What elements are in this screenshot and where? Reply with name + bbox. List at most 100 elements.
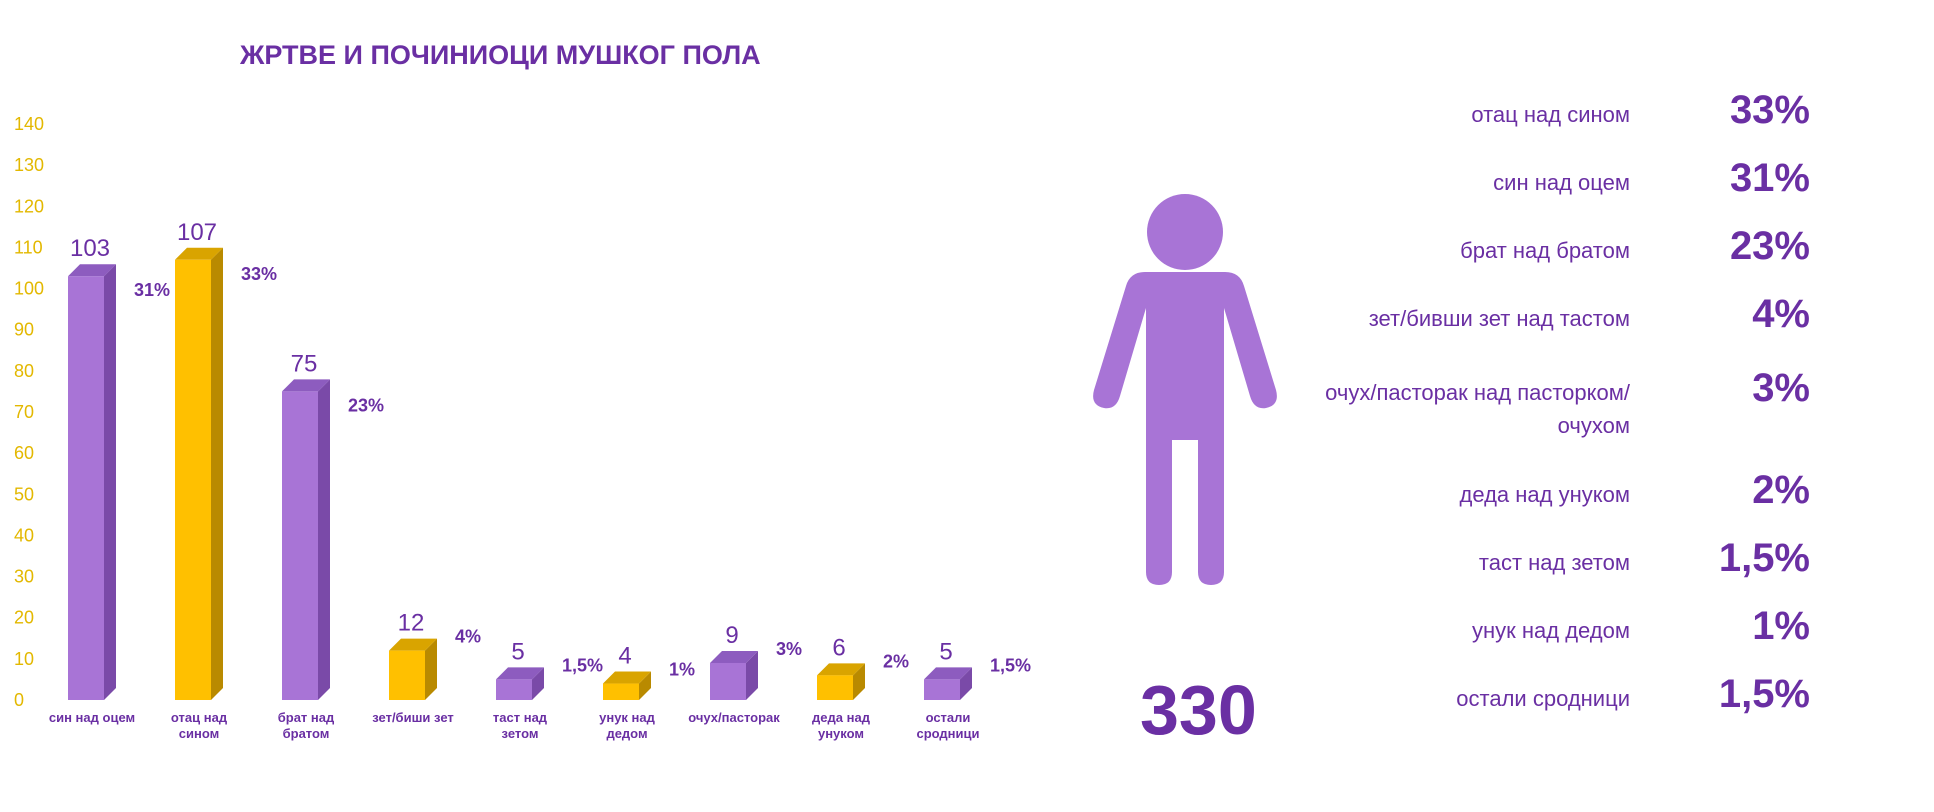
y-tick-label: 20 [14, 608, 34, 628]
bar [282, 391, 318, 700]
bar-top [817, 663, 865, 676]
bar [603, 683, 639, 700]
bar-value-label: 5 [511, 638, 524, 665]
bar-side [960, 667, 972, 700]
bar-percent-label: 1,5% [990, 655, 1031, 675]
total-count: 330 [1140, 671, 1257, 749]
y-tick-label: 110 [14, 237, 43, 257]
legend-row: зет/бивши зет над тастом 4% [1300, 292, 1860, 362]
bar-value-label: 6 [832, 634, 845, 661]
legend-value: 1% [1752, 604, 1810, 648]
y-tick-label: 10 [14, 649, 34, 669]
bar-side [425, 638, 437, 700]
legend-value: 1,5% [1718, 672, 1810, 716]
bar-value-label: 5 [939, 638, 952, 665]
bar-percent-label: 31% [134, 280, 170, 300]
legend-label: син над оцем [1493, 170, 1630, 195]
bar-top [68, 264, 116, 277]
legend-value: 31% [1729, 156, 1810, 200]
legend-label: очух/пасторак над пасторком/очухом [1325, 380, 1630, 438]
category-label: сином [179, 726, 219, 741]
y-tick-label: 130 [14, 155, 44, 175]
bar-side [746, 650, 758, 700]
legend-row: унук над дедом 1% [1300, 604, 1860, 674]
legend-row: син над оцем 31% [1300, 156, 1860, 226]
legend-label: унук над дедом [1471, 618, 1630, 643]
bar [175, 259, 211, 700]
bar-value-label: 107 [177, 219, 217, 246]
legend-label: брат над братом [1460, 238, 1630, 263]
legend-row: деда над унуком 2% [1300, 468, 1860, 538]
bar-chart: 0 10 20 30 40 50 60 70 80 90 100 110 120 130 140 103 31%… [14, 114, 1031, 741]
bar-top [603, 671, 651, 684]
y-tick-label: 60 [14, 443, 34, 463]
bar-side [211, 247, 223, 700]
bar-top [496, 667, 544, 680]
bar-percent-label: 23% [348, 395, 384, 415]
legend-value: 23% [1729, 224, 1810, 268]
y-tick-label: 140 [14, 114, 44, 134]
bar [389, 650, 425, 700]
legend-value: 1,5% [1718, 536, 1810, 580]
legend-value: 33% [1729, 88, 1810, 132]
legend-label: отац над сином [1471, 102, 1630, 127]
category-label: отац над [171, 710, 228, 725]
legend-row: брат над братом 23% [1300, 224, 1860, 294]
bar-value-label: 75 [291, 350, 318, 377]
y-tick-label: 30 [14, 567, 34, 587]
y-tick-label: 40 [14, 525, 34, 545]
bar [710, 662, 746, 700]
category-label: зетом [502, 726, 539, 741]
person-icon [1093, 194, 1277, 585]
y-tick-label: 120 [14, 196, 44, 216]
category-label: сродници [916, 726, 979, 741]
category-label: брат над [278, 710, 335, 725]
legend-label: остали сродници [1456, 686, 1630, 711]
category-label: деда над [812, 710, 871, 725]
bar [496, 679, 532, 700]
category-label: остали [926, 710, 971, 725]
bar-percent-label: 33% [241, 264, 277, 284]
category-label: унуком [818, 726, 864, 741]
category-label: очух/пасторак [688, 710, 780, 725]
bar-value-label: 103 [70, 235, 110, 262]
bar-top [175, 247, 223, 260]
y-tick-label: 80 [14, 361, 34, 381]
bar-top [924, 667, 972, 680]
y-tick-label: 70 [14, 402, 34, 422]
bar-value-label: 12 [398, 610, 425, 637]
legend-label: зет/бивши зет над тастом [1368, 306, 1630, 331]
y-tick-label: 50 [14, 484, 34, 504]
bar-side [318, 379, 330, 700]
bar-percent-label: 4% [455, 627, 481, 647]
bar-percent-label: 1% [669, 660, 695, 680]
legend-row: отац над сином 33% [1300, 88, 1860, 158]
bar-top [710, 650, 758, 663]
legend-value: 4% [1752, 292, 1810, 336]
bar-side [853, 663, 865, 700]
bar-top [282, 379, 330, 392]
y-tick-label: 100 [14, 279, 44, 299]
bar-value-label: 4 [618, 643, 631, 670]
bar-percent-label: 3% [776, 639, 802, 659]
bar [817, 675, 853, 700]
category-label: таст над [493, 710, 548, 725]
category-label: братом [283, 726, 330, 741]
category-label: син над оцем [49, 710, 135, 725]
bar-side [104, 264, 116, 700]
legend-row: таст над зетом 1,5% [1300, 536, 1860, 606]
chart-title: ЖРТВЕ И ПОЧИНИОЦИ МУШКОГ ПОЛА [240, 40, 761, 70]
bar-percent-label: 2% [883, 651, 909, 671]
legend-value: 2% [1752, 468, 1810, 512]
y-tick-label: 0 [14, 690, 24, 710]
category-label: дедом [606, 726, 647, 741]
bar-side [639, 671, 651, 700]
bar-side [532, 667, 544, 700]
bar [68, 276, 104, 700]
bar-value-label: 9 [725, 622, 738, 649]
legend-label: деда над унуком [1459, 482, 1631, 507]
category-label: унук над [599, 710, 656, 725]
legend-label: таст над зетом [1478, 550, 1630, 575]
bar [924, 679, 960, 700]
bar-top [389, 638, 437, 651]
